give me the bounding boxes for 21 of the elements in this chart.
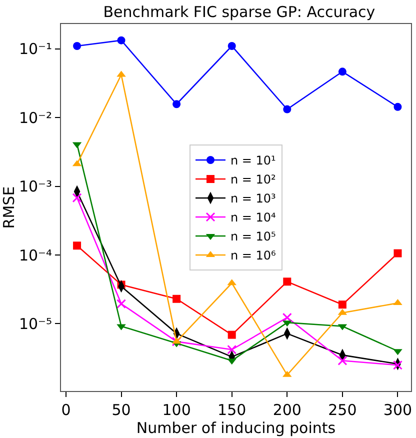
y-tick-label: 10⁻⁴ (18, 246, 52, 264)
x-tick-label: 0 (61, 401, 71, 419)
x-tick-label: 50 (112, 401, 131, 419)
legend-label: n = 10⁶ (230, 248, 276, 263)
legend-label: n = 10¹ (230, 154, 276, 168)
y-tick-label: 10⁻¹ (18, 40, 52, 58)
legend-label: n = 10² (230, 172, 276, 187)
x-axis-title: Number of inducing points (136, 419, 336, 437)
legend-label: n = 10⁴ (230, 210, 276, 225)
legend-label: n = 10⁵ (230, 230, 276, 244)
y-tick-label: 10⁻³ (18, 178, 52, 196)
y-tick-label: 10⁻⁵ (18, 314, 52, 333)
x-tick-label: 150 (218, 401, 246, 419)
y-tick-label: 10⁻² (18, 108, 52, 127)
legend-label: n = 10³ (230, 192, 276, 206)
x-tick-label: 100 (162, 401, 191, 419)
x-tick-label: 300 (383, 401, 412, 419)
y-axis-title: RMSE (0, 186, 18, 229)
x-tick-label: 250 (328, 401, 357, 419)
chart-title: Benchmark FIC sparse GP: Accuracy (103, 3, 376, 22)
x-tick-label: 200 (272, 401, 302, 419)
